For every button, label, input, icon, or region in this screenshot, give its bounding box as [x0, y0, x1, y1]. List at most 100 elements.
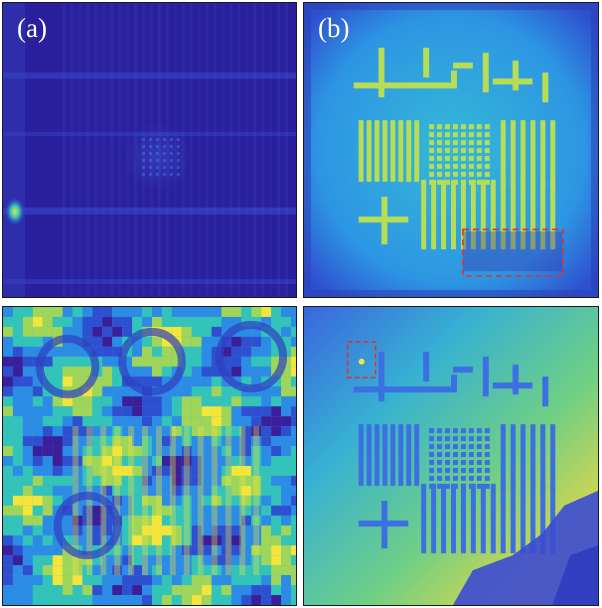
- panel-b-pattern-bar: [358, 120, 364, 182]
- panel-c-cell: [22, 515, 33, 526]
- panel-c-cell: [281, 505, 292, 516]
- panel-c-cell: [201, 555, 212, 566]
- panel-d-pattern-bar: [445, 428, 451, 434]
- panel-c-cell: [22, 545, 33, 556]
- panel-c-cell: [171, 436, 182, 447]
- panel-c-bar: [155, 426, 162, 576]
- panel-c-cell: [181, 565, 192, 576]
- panel-c-cell: [62, 565, 73, 576]
- panel-c-cell: [191, 386, 202, 397]
- panel-c-cell: [281, 456, 292, 466]
- panel-b-pattern-bar: [437, 163, 443, 169]
- panel-c-cell: [201, 316, 212, 327]
- panel-c-cell: [102, 555, 113, 566]
- panel-c-cell: [171, 465, 182, 476]
- panel-c-cell: [181, 575, 192, 586]
- panel-c-cell: [102, 426, 113, 437]
- panel-c-cell: [291, 396, 296, 407]
- panel-c-cell: [82, 386, 93, 397]
- panel-c-cell: [132, 436, 143, 447]
- panel-c-cell: [42, 336, 53, 347]
- panel-b-pattern-bar: [452, 155, 458, 161]
- panel-c-cell: [22, 575, 33, 586]
- panel-d-image: [304, 307, 598, 605]
- panel-c-cell: [72, 406, 83, 417]
- panel-c-cell: [22, 475, 33, 486]
- panel-c-cell: [171, 525, 182, 536]
- panel-c-cell: [132, 515, 143, 526]
- panel-c-cell: [112, 396, 123, 407]
- panel-b-pattern-bar: [445, 179, 451, 185]
- panel-c-cell: [112, 485, 123, 496]
- panel-d-pattern-bar: [378, 351, 385, 402]
- panel-c-cell: [221, 316, 232, 327]
- panel-c-cell: [251, 346, 262, 357]
- panel-d-pattern-bar: [437, 436, 443, 442]
- panel-d-pattern-bar: [460, 444, 466, 450]
- panel-a: (a): [2, 2, 297, 298]
- panel-c-cell: [42, 545, 53, 556]
- panel-c-cell: [291, 307, 296, 317]
- panel-c-cell: [191, 376, 202, 387]
- panel-c-cell: [281, 386, 292, 397]
- panel-c-cell: [22, 595, 33, 605]
- panel-c-cell: [42, 575, 53, 586]
- panel-c-cell: [211, 456, 222, 466]
- panel-c-cell: [221, 346, 232, 357]
- panel-c-cell: [231, 336, 242, 347]
- panel-c-cell: [251, 545, 262, 556]
- panel-c-cell: [291, 485, 296, 496]
- panel-c-cell: [32, 495, 43, 506]
- panel-c-cell: [271, 436, 282, 447]
- panel-d-pattern-bar: [429, 452, 435, 457]
- panel-c-cell: [261, 426, 272, 437]
- panel-c-cell: [171, 495, 182, 506]
- panel-c-cell: [201, 475, 212, 486]
- panel-b-image: [304, 3, 598, 297]
- panel-b-pattern-bar: [476, 140, 482, 146]
- panel-b-pattern-bar: [452, 62, 473, 69]
- panel-c-image: [3, 307, 296, 605]
- panel-c-cell: [102, 406, 113, 417]
- panel-c-cell: [221, 515, 232, 526]
- panel-c-cell: [12, 366, 23, 377]
- panel-c-cell: [112, 545, 123, 556]
- panel-b-pattern-bar: [500, 120, 506, 188]
- panel-c-cell: [241, 485, 252, 496]
- panel-c-cell: [52, 565, 63, 576]
- panel-c-cell: [82, 436, 93, 447]
- panel-c-cell: [181, 336, 192, 347]
- panel-c-cell: [241, 525, 252, 536]
- panel-c-cell: [181, 446, 192, 456]
- panel-c-cell: [191, 346, 202, 357]
- panel-c-cell: [92, 346, 103, 357]
- panel-c-cell: [92, 396, 103, 407]
- panel-c-cell: [32, 555, 43, 566]
- panel-c-cell: [161, 555, 172, 566]
- panel-c-cell: [32, 326, 43, 337]
- panel-c-cell: [261, 416, 272, 427]
- panel-c-cell: [12, 446, 23, 456]
- panel-c-cell: [42, 495, 53, 506]
- panel-b-pattern-bar: [530, 120, 536, 188]
- panel-c-bar: [86, 426, 93, 576]
- panel-c-cell: [82, 595, 93, 605]
- panel-c-cell: [42, 465, 53, 476]
- panel-c-cell: [42, 525, 53, 536]
- panel-d-pattern-bar: [510, 483, 516, 554]
- panel-c-cell: [231, 366, 242, 377]
- panel-c-cell: [92, 505, 103, 516]
- panel-c-cell: [72, 366, 83, 377]
- panel-c-cell: [171, 386, 182, 397]
- panel-c-cell: [122, 396, 133, 407]
- panel-c-cell: [3, 386, 13, 397]
- panel-c-cell: [102, 336, 113, 347]
- panel-c-cell: [281, 446, 292, 456]
- panel-c-cell: [42, 366, 53, 377]
- panel-c-cell: [161, 356, 172, 367]
- panel-c-cell: [161, 465, 172, 476]
- panel-c-cell: [72, 436, 83, 447]
- panel-c-cell: [211, 485, 222, 496]
- panel-c-cell: [72, 475, 83, 486]
- panel-c-cell: [221, 525, 232, 536]
